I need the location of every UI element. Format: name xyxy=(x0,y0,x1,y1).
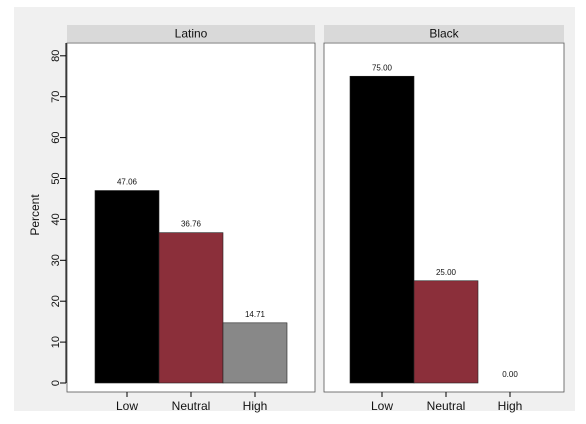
panels: Latino47.06Low36.76Neutral14.71HighBlack… xyxy=(66,25,565,413)
panel-black: Black 75.00 Low 25.00 Neutral 0.00 High xyxy=(323,25,565,413)
facet-header xyxy=(324,25,564,42)
bar-value-label: 0.00 xyxy=(502,370,518,379)
panel-latino: Latino 47.06 Low 36.76 Neutral 14.71 High xyxy=(66,25,316,413)
bar-black-neutral xyxy=(413,280,479,384)
bar-black-low xyxy=(349,75,415,384)
x-category-label: Low xyxy=(371,399,393,413)
x-category-label: Neutral xyxy=(172,399,211,413)
bar-value-label: 14.71 xyxy=(245,310,266,319)
bar-latino-high xyxy=(222,322,288,384)
bar-value-label: 25.00 xyxy=(436,268,457,277)
y-axis: 0 10 20 30 40 50 60 70 80 xyxy=(50,43,67,386)
y-axis-title: Percent xyxy=(28,194,42,236)
facet-header xyxy=(67,25,315,42)
y-tick-label: 0 xyxy=(50,380,62,386)
x-category-label: High xyxy=(243,399,268,413)
bar-value-label: 36.76 xyxy=(181,220,202,229)
facet-title: Latino xyxy=(175,27,208,41)
bar-latino-neutral xyxy=(158,232,224,384)
x-category-label: High xyxy=(498,399,523,413)
bar-value-label: 47.06 xyxy=(117,178,138,187)
y-tick-label: 40 xyxy=(50,213,62,225)
y-tick-label: 10 xyxy=(50,336,62,348)
y-tick-label: 70 xyxy=(50,91,62,103)
x-category-label: Neutral xyxy=(427,399,466,413)
bar-latino-low xyxy=(94,190,160,384)
facet-title: Black xyxy=(429,27,459,41)
y-tick-label: 50 xyxy=(50,172,62,184)
x-category-label: Low xyxy=(116,399,138,413)
y-tick-label: 20 xyxy=(50,295,62,307)
y-tick-label: 60 xyxy=(50,131,62,143)
bar-value-label: 75.00 xyxy=(372,63,393,72)
y-tick-label: 30 xyxy=(50,254,62,266)
y-tick-label: 80 xyxy=(50,50,62,62)
